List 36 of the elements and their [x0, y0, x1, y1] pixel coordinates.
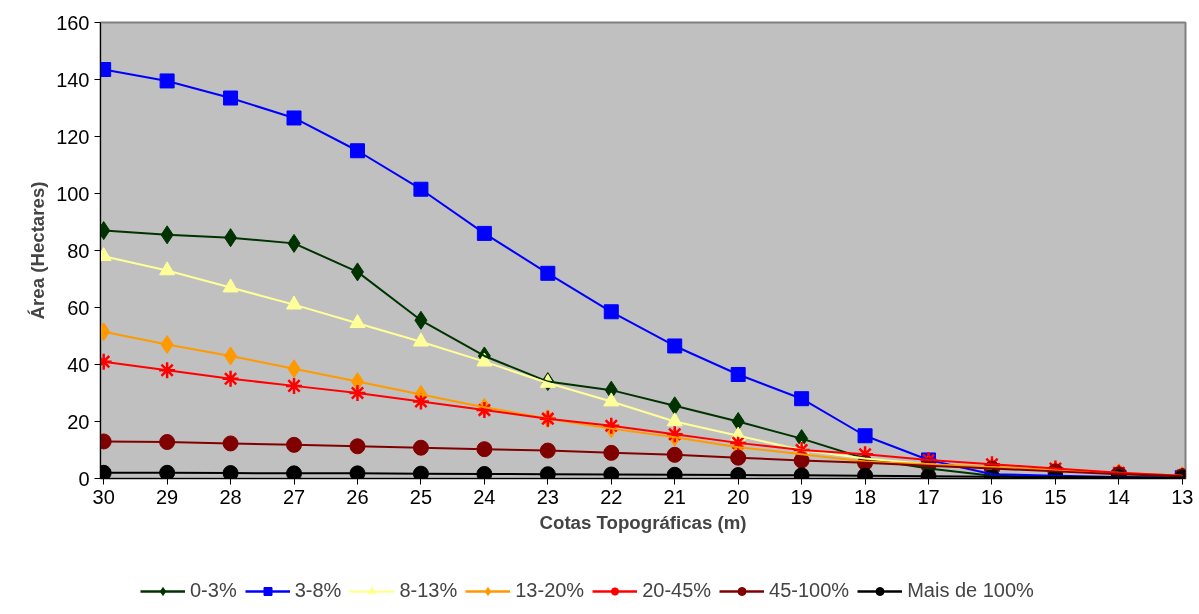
legend-label: 8-13%: [399, 579, 458, 602]
legend-label: 0-3%: [190, 579, 237, 602]
x-tick-label: 20: [727, 485, 750, 508]
x-tick-label: 24: [473, 485, 496, 508]
x-tick-label: 14: [1107, 485, 1130, 508]
x-tick-label: 25: [409, 485, 433, 508]
x-tick-label: 18: [853, 485, 877, 508]
y-tick-label: 100: [56, 182, 90, 205]
y-tick-label: 0: [78, 467, 90, 490]
x-tick-label: 17: [917, 485, 940, 508]
legend-label: 45-100%: [769, 579, 850, 602]
x-tick-label: 16: [980, 485, 1004, 508]
y-tick-label: 40: [67, 353, 90, 376]
legend-label: Mais de 100%: [907, 579, 1034, 602]
y-tick-label: 80: [67, 239, 90, 262]
y-tick-label: 120: [56, 125, 90, 148]
y-tick-label: 160: [56, 11, 90, 34]
x-tick-label: 19: [790, 485, 813, 508]
legend-label: 20-45%: [642, 579, 712, 602]
x-tick-label: 15: [1044, 485, 1067, 508]
y-tick-label: 140: [56, 68, 90, 91]
y-tick-label: 20: [67, 410, 90, 433]
x-tick-label: 27: [282, 485, 306, 508]
x-tick-label: 26: [346, 485, 369, 508]
x-tick-label: 29: [156, 485, 179, 508]
legend-label: 13-20%: [515, 579, 585, 602]
legend-label: 3-8%: [294, 579, 342, 602]
x-tick-label: 22: [600, 485, 623, 508]
x-axis-title: Cotas Topográficas (m): [539, 511, 747, 533]
y-tick-label: 60: [67, 296, 90, 319]
x-tick-label: 21: [663, 485, 686, 508]
x-tick-label: 28: [219, 485, 242, 508]
x-tick-label: 30: [92, 485, 115, 508]
x-tick-label: 23: [536, 485, 559, 508]
x-tick-label: 13: [1171, 485, 1194, 508]
y-axis-title: Área (Hectares): [27, 181, 49, 320]
